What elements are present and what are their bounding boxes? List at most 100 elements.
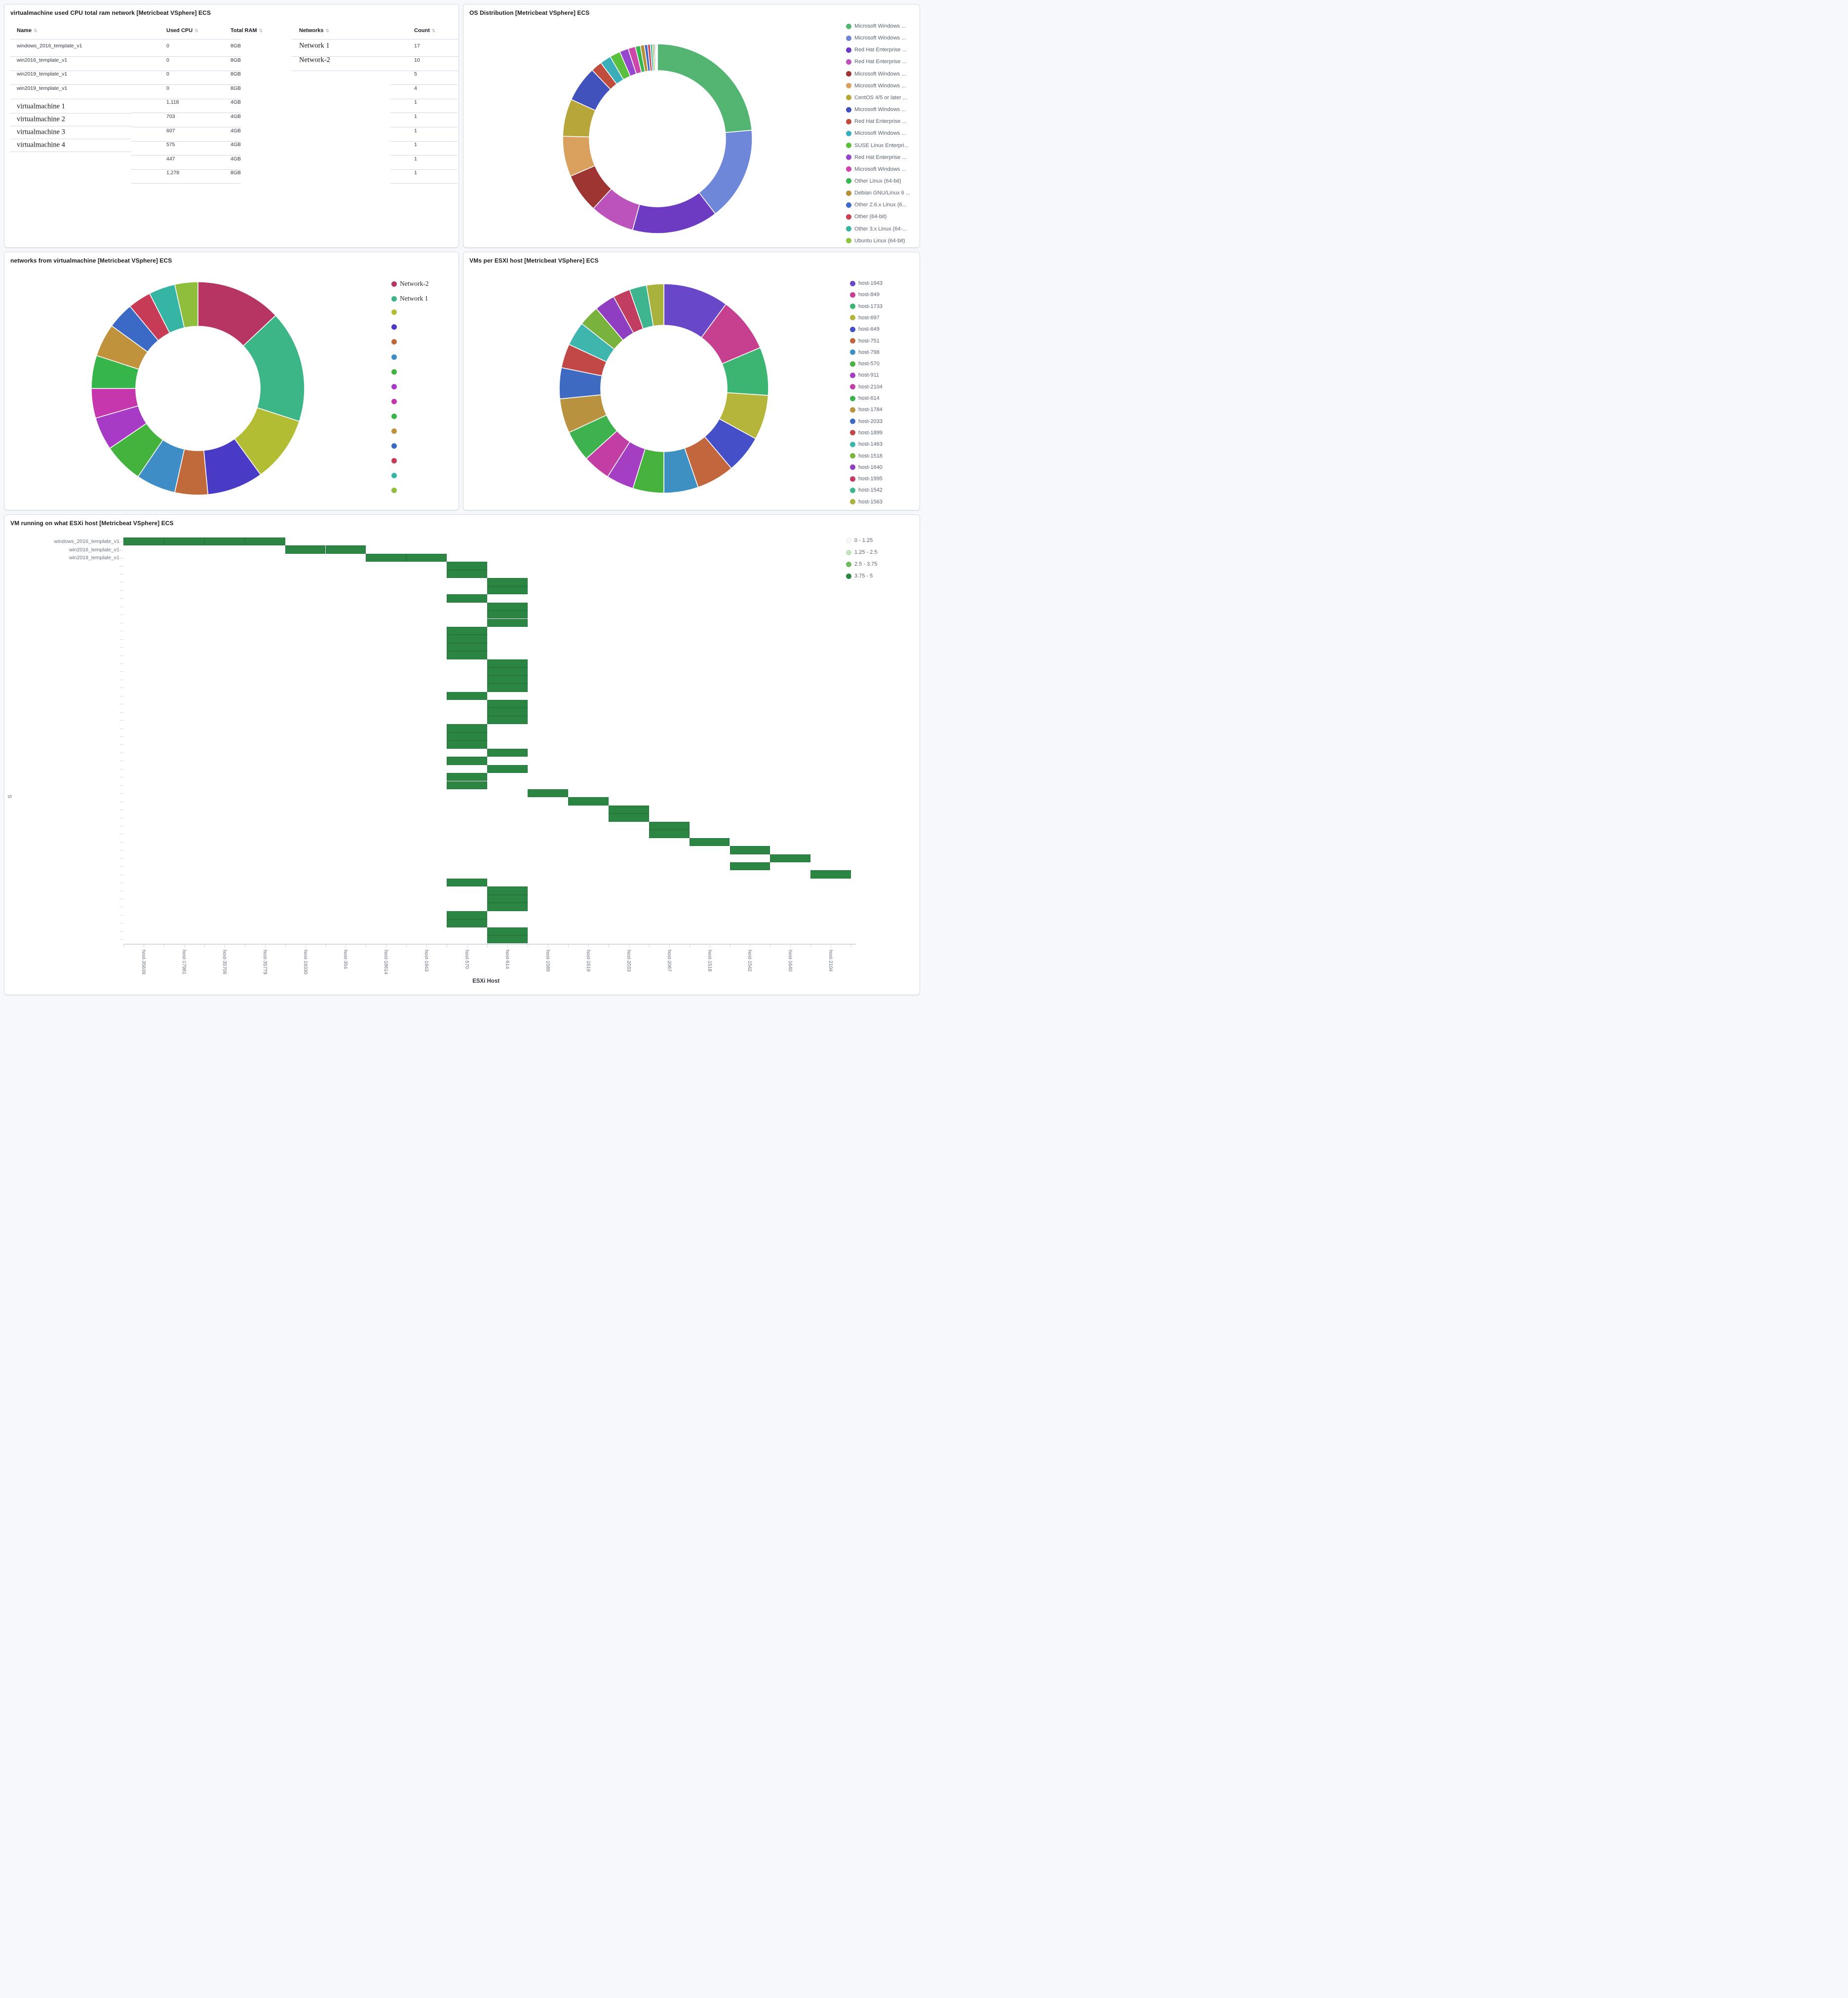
heatmap-cell-r7-host-614[interactable] [487, 586, 528, 595]
heatmap-cell-r6-host-614[interactable] [487, 578, 528, 586]
legend-item-Other (64-bit)[interactable]: Other (64-bit) [846, 214, 886, 220]
heatmap-cell-r10-host-614[interactable] [487, 611, 528, 619]
legend-item-host-1542[interactable]: host-1542 [850, 487, 883, 493]
legend-item-Microsoft Windows ...[interactable]: Microsoft Windows ... [846, 130, 906, 136]
column-header-used-cpu[interactable]: Used CPU ⇅ [166, 28, 198, 34]
legend-item-host-1733[interactable]: host-1733 [850, 304, 883, 309]
heatmap-cell-r1-host-35706[interactable] [204, 538, 245, 546]
vms_per_host-slice-host-1563[interactable] [646, 283, 664, 327]
os_distribution-slice-Red Hat Enterprise ...[interactable] [632, 192, 716, 234]
heatmap-legend-item-1.25 - 2.5[interactable]: 1.25 - 2.5 [846, 549, 877, 555]
heatmap-cell-r25-host-570[interactable] [447, 732, 488, 741]
legend-item-Network-2[interactable]: Network-2 [391, 280, 428, 288]
heatmap-cell-r38-host-1518[interactable] [689, 838, 730, 846]
column-header-total-ram[interactable]: Total RAM ⇅ [231, 28, 263, 34]
heatmap-cell-r8-host-570[interactable] [447, 594, 488, 603]
legend-item-CentOS 4/5 or later ...[interactable]: CentOS 4/5 or later ... [846, 95, 907, 101]
heatmap-cell-r29-host-614[interactable] [487, 765, 528, 773]
legend-item-unnamed-2[interactable] [391, 309, 400, 315]
legend-item-host-1943[interactable]: host-1943 [850, 280, 883, 286]
heatmap-cell-r22-host-614[interactable] [487, 708, 528, 716]
legend-item-host-1640[interactable]: host-1640 [850, 464, 883, 470]
heatmap-cell-r42-host-2104[interactable] [810, 870, 851, 879]
heatmap-cell-r32-host-1589[interactable] [528, 789, 568, 798]
legend-item-SUSE Linux Enterpri...[interactable]: SUSE Linux Enterpri... [846, 143, 909, 149]
heatmap-cell-r23-host-614[interactable] [487, 716, 528, 725]
heatmap-cell-r40-host-1640[interactable] [770, 854, 811, 862]
legend-item-unnamed-8[interactable] [391, 398, 400, 404]
legend-item-unnamed-14[interactable] [391, 488, 400, 494]
legend-item-unnamed-10[interactable] [391, 428, 400, 434]
legend-item-host-614[interactable]: host-614 [850, 395, 880, 401]
legend-item-Microsoft Windows ...[interactable]: Microsoft Windows ... [846, 71, 906, 77]
heatmap-cell-r15-host-570[interactable] [447, 651, 488, 659]
legend-item-Microsoft Windows ...[interactable]: Microsoft Windows ... [846, 35, 906, 41]
legend-item-host-1995[interactable]: host-1995 [850, 476, 883, 482]
heatmap-cell-r3-host-1943[interactable] [406, 553, 447, 562]
heatmap-cell-r44-host-614[interactable] [487, 886, 528, 895]
legend-item-Microsoft Windows ...[interactable]: Microsoft Windows ... [846, 107, 906, 113]
heatmap-cell-r36-host-2067[interactable] [649, 821, 690, 830]
networks-slice-unnamed-14[interactable] [174, 281, 198, 328]
column-header-name[interactable]: Name ⇅ [17, 28, 38, 34]
legend-item-host-2033[interactable]: host-2033 [850, 419, 883, 424]
heatmap-cell-r35-host-2033[interactable] [608, 813, 649, 822]
legend-item-host-1518[interactable]: host-1518 [850, 453, 883, 459]
heatmap-cell-r34-host-2033[interactable] [608, 805, 649, 814]
legend-item-Microsoft Windows ...[interactable]: Microsoft Windows ... [846, 83, 906, 89]
column-header-count[interactable]: Count ⇅ [414, 28, 436, 34]
legend-item-host-1563[interactable]: host-1563 [850, 499, 883, 505]
legend-item-host-911[interactable]: host-911 [850, 372, 879, 378]
legend-item-Other 2.6.x Linux (6...[interactable]: Other 2.6.x Linux (6... [846, 202, 907, 208]
heatmap-cell-r1-host-17981[interactable] [163, 538, 204, 546]
heatmap-cell-r33-host-1619[interactable] [568, 797, 609, 806]
legend-item-Red Hat Enterprise ...[interactable]: Red Hat Enterprise ... [846, 59, 907, 65]
legend-item-unnamed-12[interactable] [391, 458, 400, 464]
heatmap-cell-r19-host-614[interactable] [487, 684, 528, 692]
legend-item-host-798[interactable]: host-798 [850, 349, 880, 355]
os_distribution-slice-Microsoft Windows ...[interactable] [657, 43, 753, 133]
legend-item-unnamed-6[interactable] [391, 369, 400, 375]
heatmap-cell-r3-host-18614[interactable] [366, 553, 407, 562]
heatmap-cell-r46-host-614[interactable] [487, 903, 528, 911]
legend-item-unnamed-7[interactable] [391, 384, 400, 389]
legend-item-unnamed-9[interactable] [391, 413, 400, 419]
heatmap-cell-r16-host-614[interactable] [487, 659, 528, 668]
heatmap-cell-r18-host-614[interactable] [487, 675, 528, 684]
heatmap-cell-r50-host-614[interactable] [487, 935, 528, 944]
heatmap-cell-r11-host-614[interactable] [487, 618, 528, 627]
legend-item-Microsoft Windows ...[interactable]: Microsoft Windows ... [846, 166, 906, 172]
legend-item-Red Hat Enterprise ...[interactable]: Red Hat Enterprise ... [846, 47, 907, 53]
heatmap-cell-r26-host-570[interactable] [447, 740, 488, 749]
heatmap-cell-r43-host-570[interactable] [447, 878, 488, 887]
heatmap-cell-r1-host-35639[interactable] [123, 538, 164, 546]
heatmap-cell-r20-host-570[interactable] [447, 692, 488, 700]
os_distribution-slice-Microsoft Windows ...[interactable] [698, 129, 753, 215]
legend-item-host-2104[interactable]: host-2104 [850, 384, 883, 390]
legend-item-host-1463[interactable]: host-1463 [850, 441, 883, 447]
legend-item-host-1784[interactable]: host-1784 [850, 407, 883, 413]
heatmap-cell-r47-host-570[interactable] [447, 911, 488, 920]
heatmap-legend-item-3.75 - 5[interactable]: 3.75 - 5 [846, 573, 873, 579]
heatmap-cell-r27-host-614[interactable] [487, 748, 528, 757]
legend-item-Network 1[interactable]: Network 1 [391, 295, 428, 303]
heatmap-cell-r13-host-570[interactable] [447, 635, 488, 643]
legend-item-unnamed-5[interactable] [391, 354, 400, 360]
heatmap-cell-r45-host-614[interactable] [487, 894, 528, 903]
heatmap-cell-r12-host-570[interactable] [447, 626, 488, 635]
legend-item-host-697[interactable]: host-697 [850, 315, 880, 321]
legend-item-host-1899[interactable]: host-1899 [850, 430, 883, 436]
legend-item-unnamed-4[interactable] [391, 339, 400, 345]
heatmap-cell-r14-host-570[interactable] [447, 643, 488, 652]
heatmap-legend-item-0 - 1.25[interactable]: 0 - 1.25 [846, 538, 873, 543]
heatmap-cell-r37-host-2067[interactable] [649, 830, 690, 838]
heatmap-cell-r2-host-354[interactable] [325, 545, 366, 554]
heatmap-cell-r17-host-614[interactable] [487, 667, 528, 676]
heatmap-cell-r41-host-1542[interactable] [730, 862, 770, 871]
legend-item-Ubuntu Linux (64-bit)[interactable]: Ubuntu Linux (64-bit) [846, 238, 905, 244]
heatmap-cell-r2-host-19330[interactable] [285, 545, 326, 554]
heatmap-cell-r28-host-570[interactable] [447, 757, 488, 765]
heatmap-cell-r9-host-614[interactable] [487, 602, 528, 611]
legend-item-host-751[interactable]: host-751 [850, 338, 880, 344]
heatmap-legend-item-2.5 - 3.75[interactable]: 2.5 - 3.75 [846, 561, 877, 567]
